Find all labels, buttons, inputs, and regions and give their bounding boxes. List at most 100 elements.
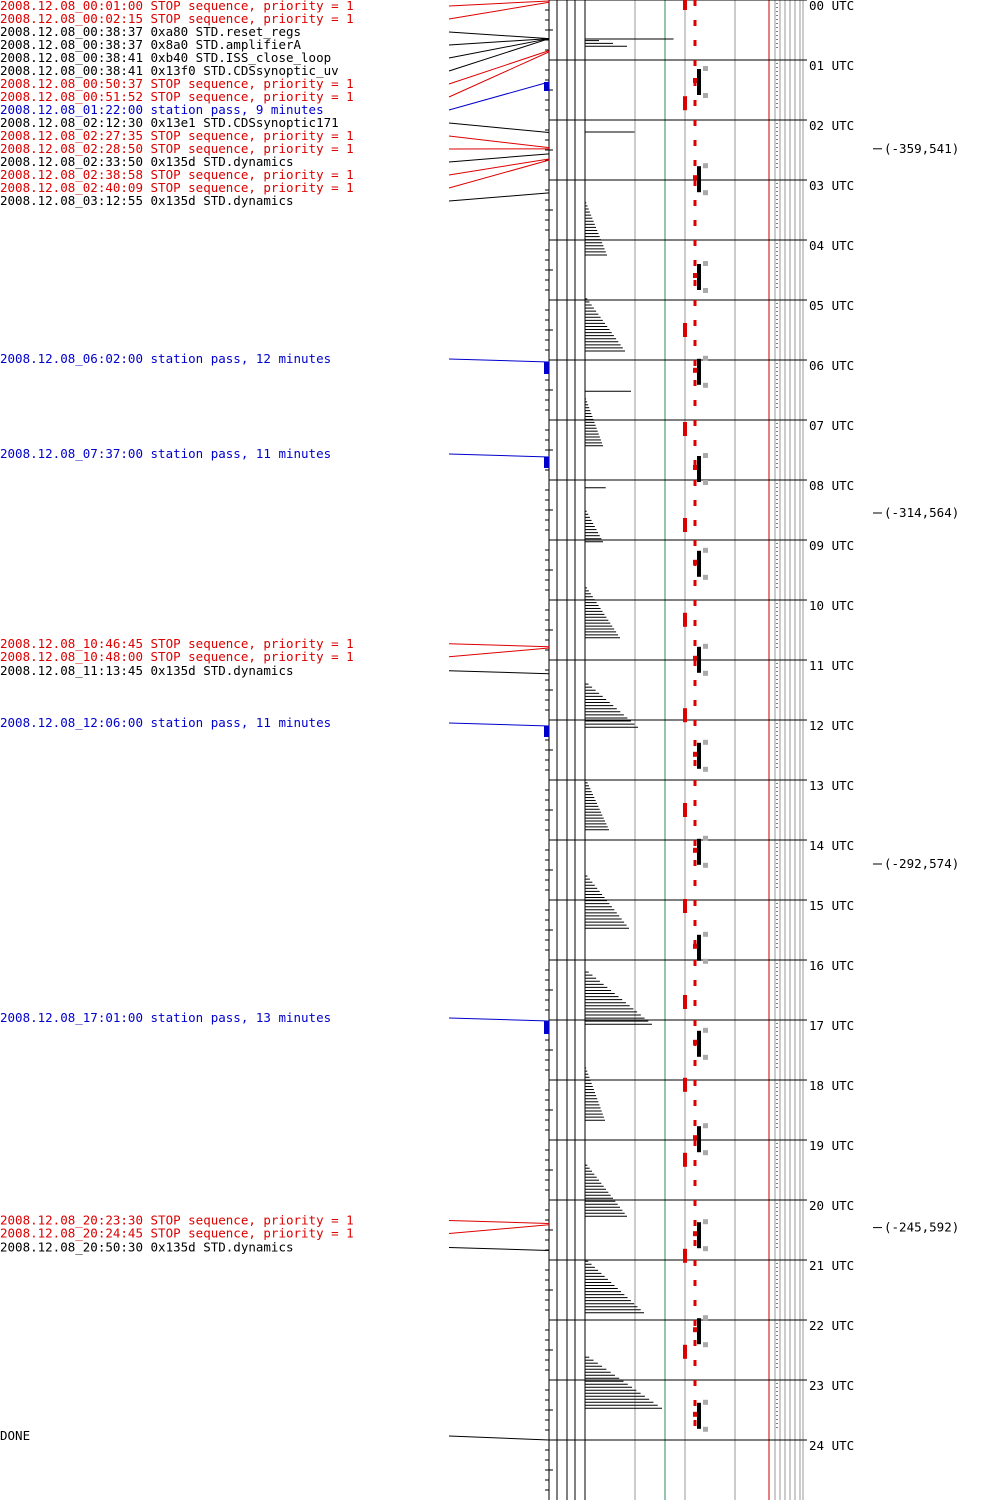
grey-square bbox=[703, 1342, 708, 1348]
event-connector bbox=[448, 1017, 550, 1022]
station-pass-block bbox=[544, 361, 549, 374]
event-label: 2008.12.08_02:40:09 STOP sequence, prior… bbox=[0, 180, 354, 195]
event-label: 2008.12.08_00:51:52 STOP sequence, prior… bbox=[0, 89, 354, 104]
event-label: 2008.12.08_17:01:00 station pass, 13 min… bbox=[0, 1010, 331, 1025]
hour-label: 02 UTC bbox=[809, 118, 854, 133]
black-marker bbox=[697, 264, 701, 290]
red-block bbox=[683, 899, 687, 913]
black-marker bbox=[697, 1030, 701, 1057]
event-label: 2008.12.08_02:33:50 0x135d STD.dynamics bbox=[0, 154, 294, 169]
station-pass-block bbox=[544, 82, 549, 92]
hour-label: 18 UTC bbox=[809, 1078, 854, 1093]
grey-square bbox=[703, 958, 708, 964]
hour-label: 10 UTC bbox=[809, 598, 854, 613]
event-label: 2008.12.08_10:46:45 STOP sequence, prior… bbox=[0, 636, 354, 651]
grey-square bbox=[703, 66, 708, 71]
red-small-marker bbox=[693, 943, 697, 949]
red-small-marker bbox=[693, 465, 697, 470]
red-small-marker bbox=[693, 1135, 697, 1141]
data-marks bbox=[544, 0, 778, 1440]
event-label: 2008.12.08_11:13:45 0x135d STD.dynamics bbox=[0, 663, 294, 678]
hour-label: 22 UTC bbox=[809, 1318, 854, 1333]
hour-label: 12 UTC bbox=[809, 718, 854, 733]
hour-label: 24 UTC bbox=[809, 1438, 854, 1453]
red-small-marker bbox=[693, 1327, 697, 1333]
event-label: 2008.12.08_06:02:00 station pass, 12 min… bbox=[0, 351, 331, 366]
red-block bbox=[683, 323, 687, 337]
grey-square bbox=[703, 1054, 708, 1060]
grey-square bbox=[703, 1150, 708, 1156]
hour-label: 08 UTC bbox=[809, 478, 854, 493]
red-block bbox=[683, 422, 687, 436]
hour-label: 19 UTC bbox=[809, 1138, 854, 1153]
black-marker bbox=[697, 838, 701, 865]
red-small-marker bbox=[693, 1039, 697, 1045]
grid-lines bbox=[545, 0, 807, 1500]
grey-square bbox=[703, 93, 708, 98]
black-marker bbox=[697, 166, 701, 193]
black-marker bbox=[697, 1318, 701, 1345]
event-connector bbox=[448, 643, 550, 648]
event-label: 2008.12.08_00:02:15 STOP sequence, prior… bbox=[0, 11, 354, 26]
red-small-marker bbox=[693, 273, 697, 278]
grey-square bbox=[703, 835, 708, 841]
event-label: 2008.12.08_02:12:30 0x13e1 STD.CDSsynopt… bbox=[0, 115, 339, 130]
red-small-marker bbox=[693, 1411, 697, 1417]
hour-label: 04 UTC bbox=[809, 238, 854, 253]
red-block bbox=[683, 803, 687, 817]
event-label: DONE bbox=[0, 1428, 30, 1443]
grey-square bbox=[703, 382, 708, 388]
event-connector bbox=[448, 1247, 550, 1252]
hour-label: 11 UTC bbox=[809, 658, 854, 673]
event-label: 2008.12.08_02:27:35 STOP sequence, prior… bbox=[0, 128, 354, 143]
event-label: 2008.12.08_01:22:00 station pass, 9 minu… bbox=[0, 102, 324, 117]
event-connector bbox=[448, 1435, 550, 1441]
grey-square bbox=[703, 1219, 708, 1225]
red-block bbox=[683, 518, 687, 532]
hour-label: 07 UTC bbox=[809, 418, 854, 433]
grey-square bbox=[703, 739, 708, 745]
event-connector bbox=[448, 453, 550, 458]
event-connector bbox=[448, 31, 550, 40]
hour-label: 14 UTC bbox=[809, 838, 854, 853]
grey-square bbox=[703, 1027, 708, 1033]
orbit-label: (-245,592) bbox=[884, 1220, 959, 1235]
event-labels: 2008.12.08_00:01:00 STOP sequence, prior… bbox=[0, 0, 354, 1443]
event-connector bbox=[448, 50, 550, 85]
grey-square bbox=[703, 1123, 708, 1129]
grey-square bbox=[703, 766, 708, 772]
event-label: 2008.12.08_02:38:58 STOP sequence, prior… bbox=[0, 167, 354, 182]
event-connectors bbox=[448, 0, 550, 1441]
event-connector bbox=[448, 1224, 550, 1235]
black-marker bbox=[697, 1402, 701, 1429]
event-label: 2008.12.08_20:23:30 STOP sequence, prior… bbox=[0, 1213, 354, 1228]
red-small-marker bbox=[693, 1231, 697, 1237]
hour-label: 01 UTC bbox=[809, 58, 854, 73]
event-label: 2008.12.08_03:12:55 0x135d STD.dynamics bbox=[0, 193, 294, 208]
event-connector bbox=[448, 38, 550, 46]
event-label: 2008.12.08_10:48:00 STOP sequence, prior… bbox=[0, 649, 354, 664]
event-label: 2008.12.08_00:01:00 STOP sequence, prior… bbox=[0, 0, 354, 13]
black-marker bbox=[697, 69, 701, 95]
event-label: 2008.12.08_00:38:41 0xb40 STD.ISS_close_… bbox=[0, 50, 331, 65]
black-marker bbox=[697, 646, 701, 673]
event-connector bbox=[448, 122, 550, 133]
hour-label: 20 UTC bbox=[809, 1198, 854, 1213]
orbit-label: (-292,574) bbox=[884, 856, 959, 871]
red-block bbox=[683, 1248, 687, 1263]
event-label: 2008.12.08_07:37:00 station pass, 11 min… bbox=[0, 446, 331, 461]
event-connector bbox=[448, 153, 550, 163]
event-connector bbox=[448, 722, 550, 727]
red-block bbox=[683, 1152, 687, 1167]
hour-label: 13 UTC bbox=[809, 778, 854, 793]
grey-square bbox=[703, 862, 708, 868]
red-block bbox=[683, 1344, 687, 1359]
event-label: 2008.12.08_00:38:37 0x8a0 STD.amplifierA bbox=[0, 37, 301, 52]
event-connector bbox=[448, 38, 550, 59]
red-small-marker bbox=[693, 175, 697, 181]
black-marker bbox=[697, 1126, 701, 1153]
grey-square bbox=[703, 1426, 708, 1432]
event-connector bbox=[448, 358, 550, 363]
station-pass-block bbox=[544, 1021, 549, 1035]
red-block bbox=[683, 995, 687, 1009]
